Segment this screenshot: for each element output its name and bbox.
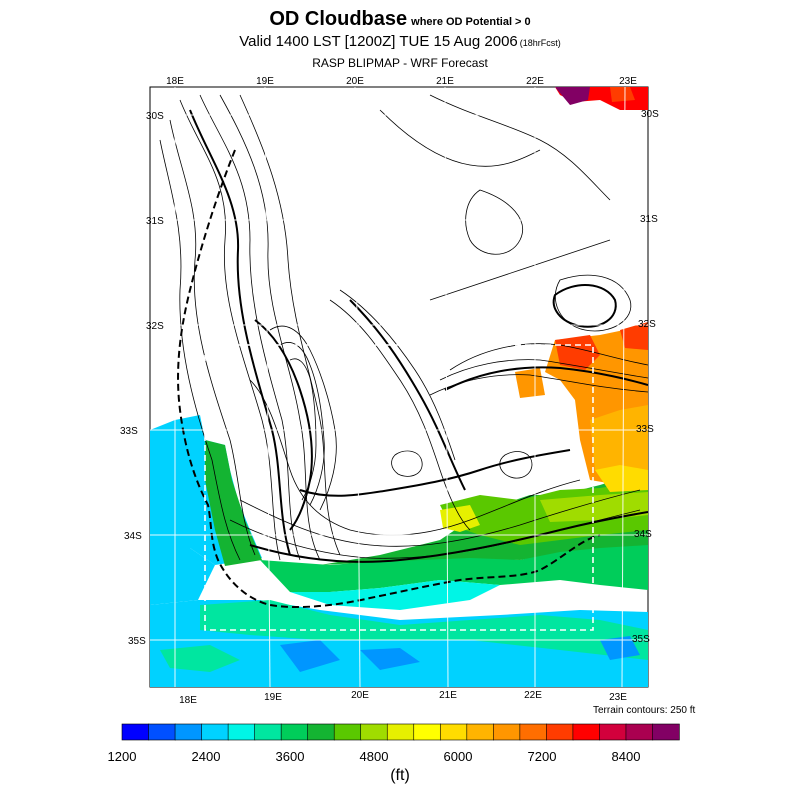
colorbar-tick-3600: 3600 bbox=[275, 749, 305, 764]
colorbar-swatch-19 bbox=[625, 723, 654, 741]
lat-label-left-30: 30S bbox=[146, 111, 164, 122]
colorbar-swatch-6 bbox=[280, 723, 309, 741]
map-title: OD Cloudbase where OD Potential > 0 bbox=[0, 8, 800, 31]
lat-label-right-32: 32S bbox=[638, 319, 656, 330]
model-source: RASP BLIPMAP - WRF Forecast bbox=[312, 56, 488, 70]
lon-label-bottom-20: 20E bbox=[351, 690, 369, 701]
cloudbase-field-south-central bbox=[320, 470, 648, 565]
title-main: OD Cloudbase bbox=[269, 8, 408, 30]
colorbar-swatch-0 bbox=[121, 723, 150, 741]
title-qualifier: where OD Potential > 0 bbox=[411, 16, 531, 28]
colorbar-swatch-5 bbox=[254, 723, 282, 741]
coastline bbox=[177, 149, 601, 609]
lat-label-right-35: 35S bbox=[632, 634, 650, 645]
lat-label-right-31: 31S bbox=[640, 214, 658, 225]
longitude-labels-bottom: 18E 19E 20E 21E 22E 23E bbox=[179, 690, 627, 706]
colorbar-unit: (ft) bbox=[390, 767, 410, 784]
colorbar-swatch-9 bbox=[360, 723, 388, 741]
colorbar-swatch-12 bbox=[439, 723, 468, 741]
lon-label-top-21: 21E bbox=[436, 76, 454, 87]
lat-label-right-30: 30S bbox=[641, 109, 659, 120]
colorbar-swatch-4 bbox=[227, 723, 256, 741]
latitude-labels-left: 30S 31S 32S 33S 34S 35S bbox=[120, 111, 164, 647]
colorbar-swatch-18 bbox=[599, 723, 627, 741]
colorbar-swatch-3 bbox=[201, 723, 229, 741]
lon-label-top-19: 19E bbox=[256, 76, 274, 87]
lat-label-left-31: 31S bbox=[146, 216, 164, 227]
colorbar-tick-7200: 7200 bbox=[527, 749, 557, 764]
lat-label-left-34: 34S bbox=[124, 531, 142, 542]
colorbar-swatch-10 bbox=[386, 723, 415, 741]
colorbar-swatch-16 bbox=[546, 723, 574, 741]
colorbar-swatch-2 bbox=[174, 723, 203, 741]
latitude-labels-right: 30S 31S 32S 33S 34S 35S bbox=[632, 109, 659, 645]
colorbar-tick-4800: 4800 bbox=[359, 749, 389, 764]
inner-domain-boundary bbox=[204, 344, 594, 631]
lon-label-bottom-21: 21E bbox=[439, 690, 457, 701]
colorbar-swatch-14 bbox=[493, 723, 521, 741]
lon-label-bottom-19: 19E bbox=[264, 692, 282, 703]
colorbar-swatch-17 bbox=[572, 723, 601, 741]
colorbar-swatch-11 bbox=[413, 723, 441, 741]
lat-label-right-34: 34S bbox=[634, 529, 652, 540]
colorbar bbox=[121, 723, 680, 741]
colorbar-swatch-7 bbox=[307, 723, 335, 741]
colorbar-swatch-8 bbox=[333, 723, 362, 741]
lat-label-right-33: 33S bbox=[636, 424, 654, 435]
terrain-contours-bold bbox=[189, 109, 648, 563]
colorbar-tick-1200: 1200 bbox=[107, 749, 137, 764]
lat-lon-grid bbox=[150, 87, 648, 687]
lon-label-top-18: 18E bbox=[166, 76, 184, 87]
lon-label-top-23: 23E bbox=[619, 76, 637, 87]
colorbar-swatch-13 bbox=[466, 723, 495, 741]
colorbar-tick-2400: 2400 bbox=[191, 749, 221, 764]
colorbar-tick-6000: 6000 bbox=[443, 749, 473, 764]
colorbar-swatch-20 bbox=[652, 723, 680, 741]
lon-label-top-20: 20E bbox=[346, 76, 364, 87]
valid-time-text: Valid 1400 LST [1200Z] TUE 15 Aug 2006 bbox=[239, 33, 518, 50]
colorbar-swatch-1 bbox=[148, 723, 176, 741]
forecast-hour: (18hrFcst) bbox=[519, 38, 561, 48]
colorbar-tick-8400: 8400 bbox=[611, 749, 641, 764]
longitude-labels-top: 18E 19E 20E 21E 22E 23E bbox=[166, 76, 637, 87]
lon-label-bottom-18: 18E bbox=[179, 695, 197, 706]
lat-label-left-32: 32S bbox=[146, 321, 164, 332]
lat-label-left-35: 35S bbox=[128, 636, 146, 647]
lat-label-left-33: 33S bbox=[120, 426, 138, 437]
lon-label-top-22: 22E bbox=[526, 76, 544, 87]
terrain-contour-note: Terrain contours: 250 ft bbox=[593, 705, 696, 716]
valid-time: Valid 1400 LST [1200Z] TUE 15 Aug 2006 (1… bbox=[0, 33, 800, 50]
lon-label-bottom-23: 23E bbox=[609, 692, 627, 703]
colorbar-swatch-15 bbox=[519, 723, 548, 741]
lon-label-bottom-22: 22E bbox=[524, 690, 542, 701]
